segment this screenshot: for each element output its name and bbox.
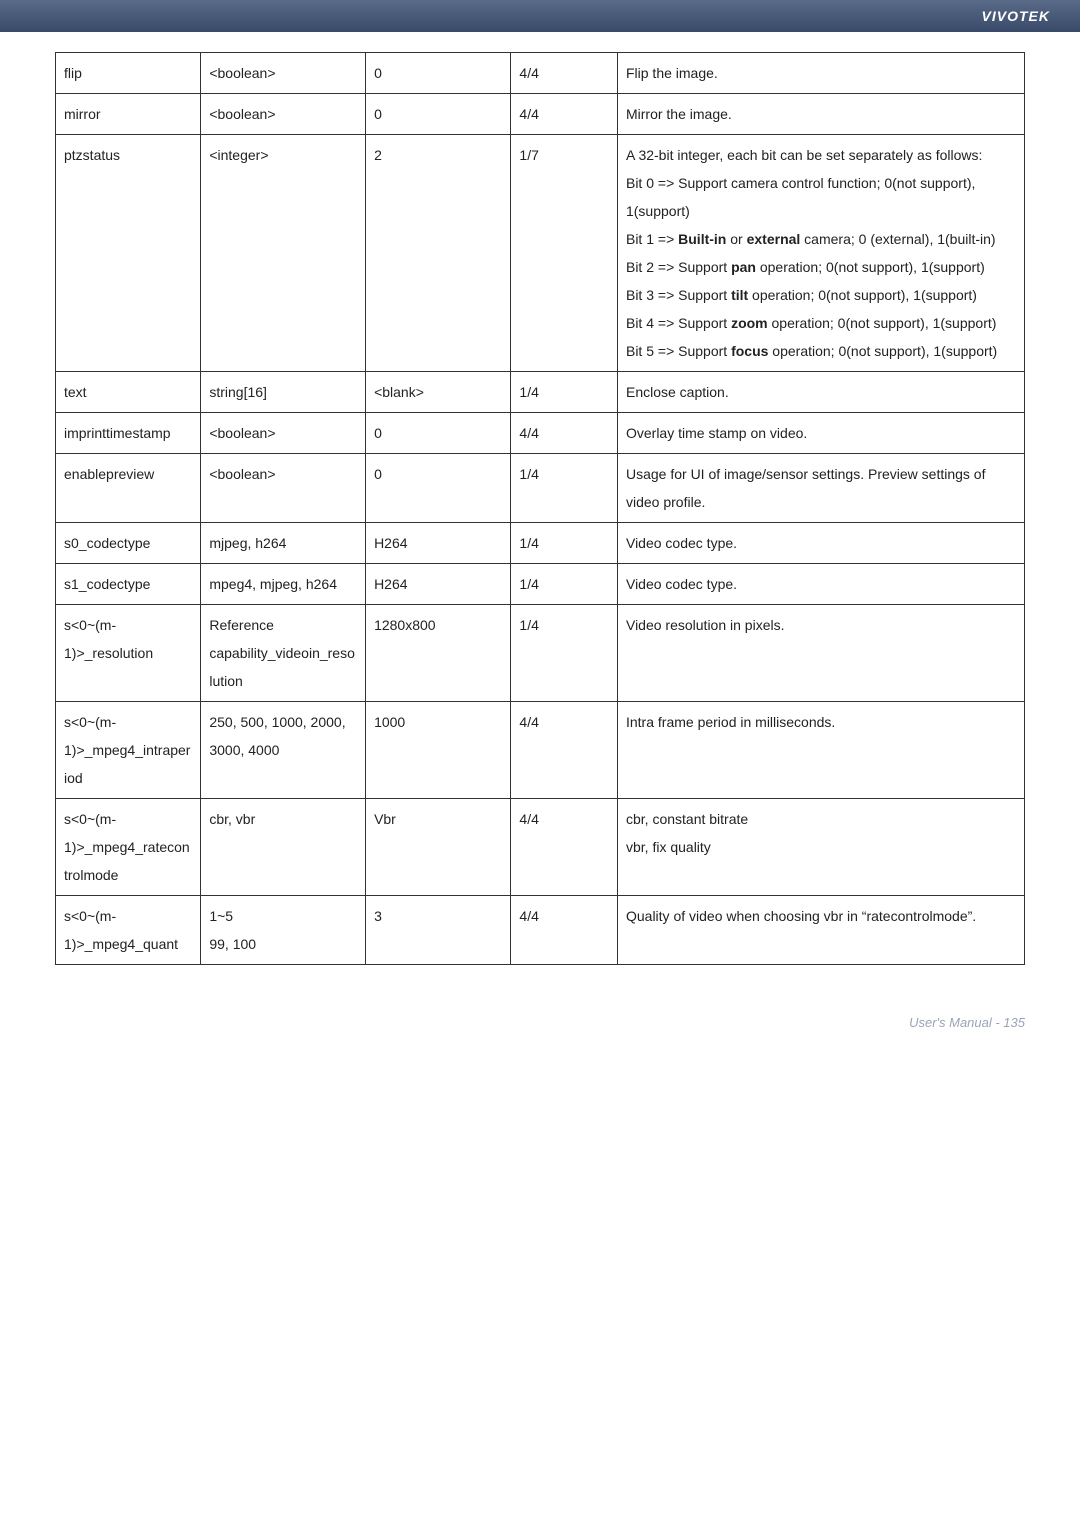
cell-description: Overlay time stamp on video.: [617, 413, 1024, 454]
cell-description: Flip the image.: [617, 53, 1024, 94]
cell-default: H264: [366, 523, 511, 564]
cell-name: text: [56, 372, 201, 413]
cell-default: 1000: [366, 702, 511, 799]
cell-name: enablepreview: [56, 454, 201, 523]
footer-label: User's Manual - 135: [909, 1015, 1025, 1030]
cell-value: mpeg4, mjpeg, h264: [201, 564, 366, 605]
parameter-table: flip<boolean>04/4Flip the image.mirror<b…: [55, 52, 1025, 965]
cell-name: s<0~(m-1)>_mpeg4_intraperiod: [56, 702, 201, 799]
table-row: s<0~(m-1)>_resolutionReference capabilit…: [56, 605, 1025, 702]
cell-value: <boolean>: [201, 413, 366, 454]
cell-name: s<0~(m-1)>_mpeg4_quant: [56, 896, 201, 965]
cell-security: 1/4: [511, 605, 618, 702]
cell-default: Vbr: [366, 799, 511, 896]
table-row: ptzstatus<integer>21/7A 32-bit integer, …: [56, 135, 1025, 372]
cell-security: 4/4: [511, 413, 618, 454]
cell-default: 3: [366, 896, 511, 965]
cell-security: 4/4: [511, 896, 618, 965]
cell-name: mirror: [56, 94, 201, 135]
cell-value: 250, 500, 1000, 2000, 3000, 4000: [201, 702, 366, 799]
cell-name: ptzstatus: [56, 135, 201, 372]
table-row: mirror<boolean>04/4Mirror the image.: [56, 94, 1025, 135]
cell-description: Enclose caption.: [617, 372, 1024, 413]
cell-description: A 32-bit integer, each bit can be set se…: [617, 135, 1024, 372]
cell-value: <boolean>: [201, 454, 366, 523]
cell-security: 1/7: [511, 135, 618, 372]
cell-name: s0_codectype: [56, 523, 201, 564]
header-bar: VIVOTEK: [0, 0, 1080, 32]
cell-name: s<0~(m-1)>_mpeg4_ratecontrolmode: [56, 799, 201, 896]
cell-security: 1/4: [511, 454, 618, 523]
cell-security: 1/4: [511, 523, 618, 564]
page-content: flip<boolean>04/4Flip the image.mirror<b…: [0, 32, 1080, 985]
cell-security: 4/4: [511, 799, 618, 896]
cell-description: Mirror the image.: [617, 94, 1024, 135]
cell-description: Intra frame period in milliseconds.: [617, 702, 1024, 799]
table-row: imprinttimestamp<boolean>04/4Overlay tim…: [56, 413, 1025, 454]
cell-value: string[16]: [201, 372, 366, 413]
table-row: flip<boolean>04/4Flip the image.: [56, 53, 1025, 94]
cell-default: 1280x800: [366, 605, 511, 702]
table-row: s<0~(m-1)>_mpeg4_intraperiod250, 500, 10…: [56, 702, 1025, 799]
cell-value: <boolean>: [201, 53, 366, 94]
cell-value: Reference capability_videoin_resolution: [201, 605, 366, 702]
table-row: s<0~(m-1)>_mpeg4_quant1~599, 10034/4Qual…: [56, 896, 1025, 965]
cell-security: 4/4: [511, 94, 618, 135]
brand-label: VIVOTEK: [982, 8, 1050, 24]
cell-description: Video codec type.: [617, 564, 1024, 605]
cell-name: s1_codectype: [56, 564, 201, 605]
cell-default: <blank>: [366, 372, 511, 413]
cell-name: imprinttimestamp: [56, 413, 201, 454]
table-row: s<0~(m-1)>_mpeg4_ratecontrolmodecbr, vbr…: [56, 799, 1025, 896]
table-row: s1_codectypempeg4, mjpeg, h264H2641/4Vid…: [56, 564, 1025, 605]
cell-value: <boolean>: [201, 94, 366, 135]
cell-value: <integer>: [201, 135, 366, 372]
cell-value: 1~599, 100: [201, 896, 366, 965]
cell-security: 1/4: [511, 564, 618, 605]
cell-description: Video resolution in pixels.: [617, 605, 1024, 702]
table-row: s0_codectypemjpeg, h264H2641/4Video code…: [56, 523, 1025, 564]
cell-security: 1/4: [511, 372, 618, 413]
cell-default: 0: [366, 94, 511, 135]
table-row: textstring[16]<blank>1/4Enclose caption.: [56, 372, 1025, 413]
cell-description: cbr, constant bitratevbr, fix quality: [617, 799, 1024, 896]
cell-default: 0: [366, 454, 511, 523]
table-row: enablepreview<boolean>01/4Usage for UI o…: [56, 454, 1025, 523]
cell-description: Usage for UI of image/sensor settings. P…: [617, 454, 1024, 523]
cell-security: 4/4: [511, 702, 618, 799]
cell-default: 2: [366, 135, 511, 372]
cell-name: flip: [56, 53, 201, 94]
cell-security: 4/4: [511, 53, 618, 94]
page-footer: User's Manual - 135: [0, 985, 1080, 1050]
cell-default: 0: [366, 413, 511, 454]
cell-default: 0: [366, 53, 511, 94]
cell-value: cbr, vbr: [201, 799, 366, 896]
cell-default: H264: [366, 564, 511, 605]
cell-name: s<0~(m-1)>_resolution: [56, 605, 201, 702]
cell-description: Video codec type.: [617, 523, 1024, 564]
cell-value: mjpeg, h264: [201, 523, 366, 564]
cell-description: Quality of video when choosing vbr in “r…: [617, 896, 1024, 965]
